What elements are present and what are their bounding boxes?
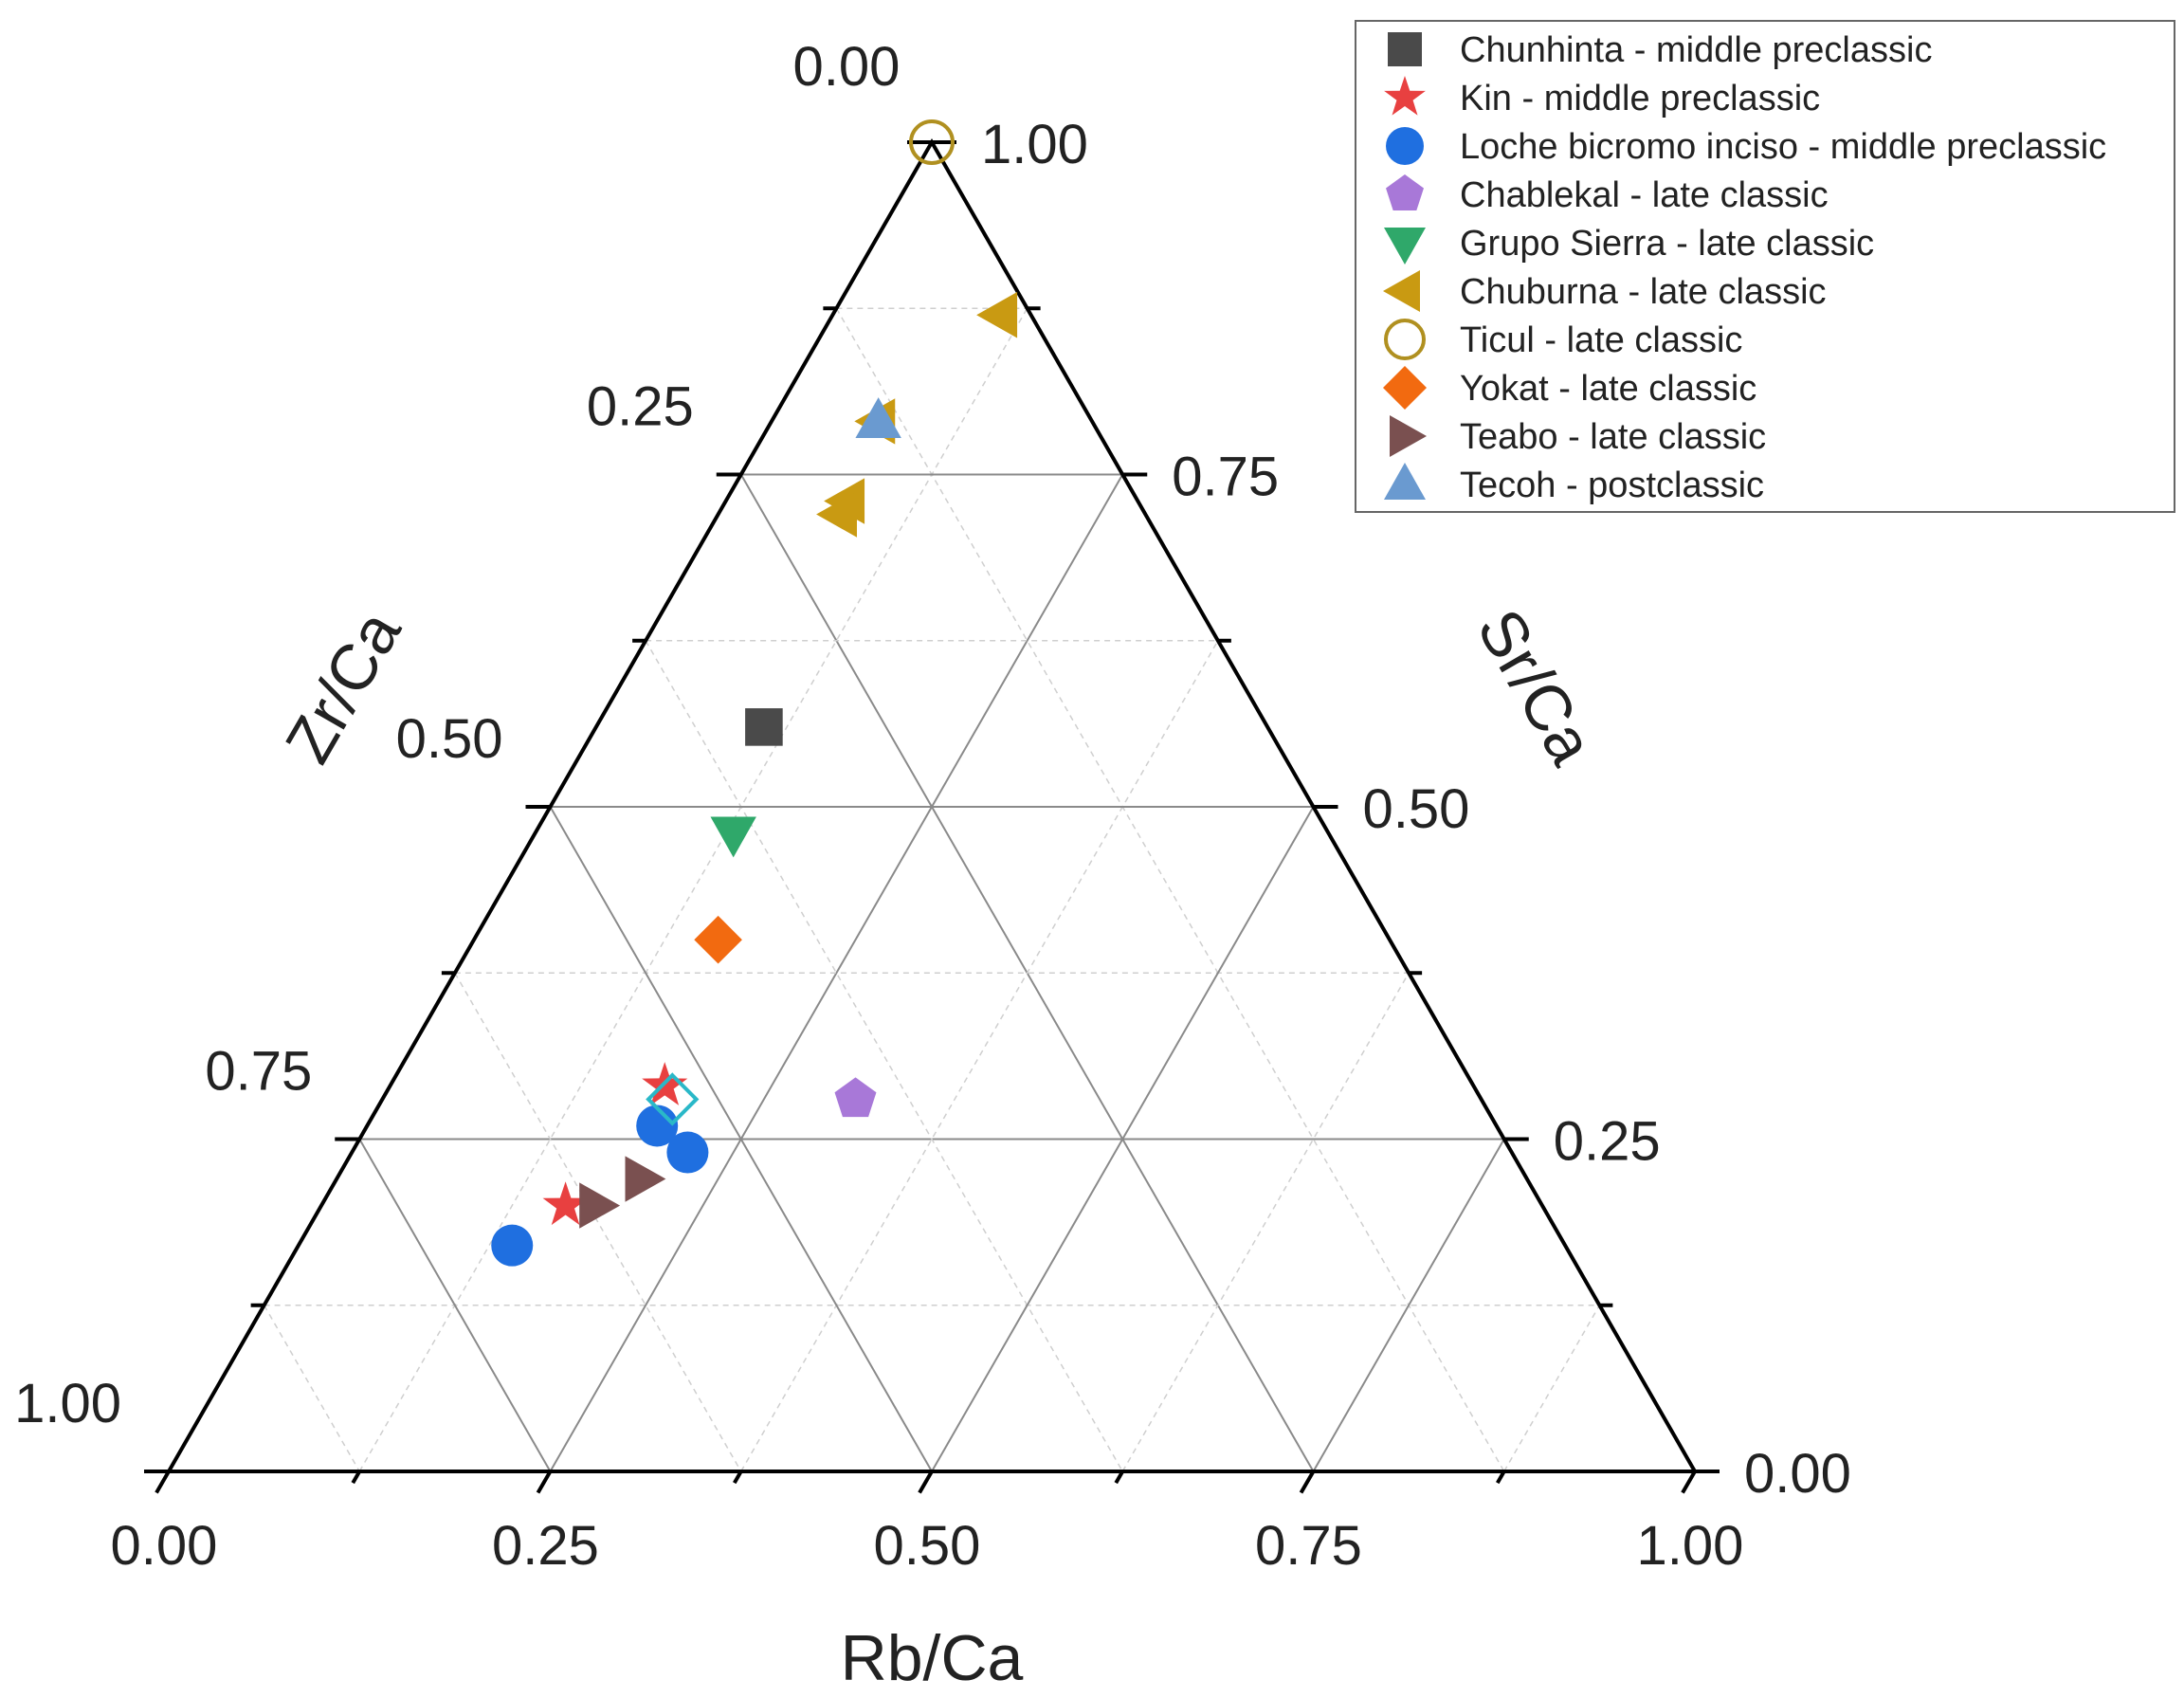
grid-line-zr (358, 1139, 552, 1472)
data-point-series-5-3 (816, 491, 857, 538)
data-point-series-5-0 (976, 292, 1018, 338)
right-tick-label: 0.25 (1554, 1111, 1661, 1173)
legend-marker-3 (1386, 174, 1424, 210)
bottom-axis-tick (1299, 1470, 1316, 1494)
bottom-tick-label: 0.75 (1255, 1515, 1362, 1577)
legend-label: Kin - middle preclassic (1460, 79, 1820, 119)
legend-marker-1 (1384, 76, 1426, 116)
grid-line-rb (1503, 1305, 1601, 1472)
legend-marker-2 (1386, 127, 1424, 165)
bottom-tick-label: 0.00 (111, 1515, 218, 1577)
legend-marker-7 (1383, 366, 1427, 410)
bottom-tick-label: 0.50 (874, 1515, 981, 1577)
right-axis-title: Sr/Ca (1464, 597, 1609, 776)
grid-line-rb (549, 474, 1124, 1472)
grid-line-rb (740, 640, 1219, 1472)
grid-line-rb (1312, 1139, 1505, 1472)
legend-marker-4 (1384, 228, 1426, 265)
bottom-tick-label: 1.00 (1637, 1515, 1744, 1577)
data-point-series-2-1 (666, 1131, 709, 1174)
legend-label: Chablekal - late classic (1460, 175, 1829, 215)
legend-marker-0 (1388, 32, 1422, 66)
data-point-series-7-0 (694, 915, 742, 964)
left-tick-label: 0.50 (396, 708, 503, 770)
bottom-axis-tick (1681, 1470, 1697, 1494)
grid-line-zr (263, 1305, 360, 1472)
data-point-series-8-0 (625, 1156, 666, 1202)
data-point-series-9-0 (855, 397, 901, 439)
legend: Chunhinta - middle preclassic Kin - middl… (1355, 20, 2175, 513)
left-tick-label: 0.25 (587, 376, 694, 438)
grid-line-rb (931, 806, 1315, 1472)
legend-label: Chunhinta - middle preclassic (1460, 30, 1932, 70)
legend-label: Chuburna - late classic (1460, 272, 1827, 312)
grid-line-rb (358, 307, 1028, 1472)
ticks-layer: 0.00 0.25 0.50 0.75 1.000.250.500.751.000.00… (14, 114, 1851, 1577)
grid-line-zr (645, 640, 1123, 1472)
bottom-axis-tick (733, 1470, 743, 1485)
grid-layer (263, 307, 1601, 1472)
bottom-axis-tick (536, 1470, 553, 1494)
legend-label: Teabo - late classic (1460, 417, 1766, 457)
legend-marker-9 (1384, 463, 1426, 500)
legend-label: Loche bicromo inciso - middle preclassic (1460, 127, 2106, 167)
data-point-series-3-0 (834, 1077, 877, 1118)
data-point-series-1-1 (542, 1181, 589, 1226)
left-tick-label: 1.00 (14, 1373, 121, 1434)
legend-label: Grupo Sierra - late classic (1460, 224, 1874, 264)
legend-label: Yokat - late classic (1460, 369, 1756, 409)
data-point-series-2-0 (636, 1105, 679, 1147)
legend-marker-8 (1390, 415, 1427, 457)
grid-line-zr (549, 806, 933, 1472)
data-point-series-6-0 (909, 119, 955, 165)
data-point-series-2-2 (491, 1224, 534, 1267)
legend-label: Ticul - late classic (1460, 320, 1742, 360)
points-layer (491, 119, 1018, 1267)
right-tick-label: 0.75 (1172, 447, 1279, 508)
right-tick-label: 0.00 (1744, 1443, 1851, 1505)
grid-line-rb (1121, 972, 1410, 1472)
legend-box (1355, 20, 2175, 513)
bottom-axis-tick (1496, 1470, 1506, 1485)
legend-marker-5 (1383, 270, 1420, 312)
data-point-series-8-1 (579, 1182, 621, 1229)
grid-line-zr (835, 307, 1505, 1472)
bottom-axis-tick (918, 1470, 934, 1494)
left-axis-title: Zr/Ca (272, 599, 415, 775)
right-tick-label: 1.00 (981, 114, 1088, 175)
bottom-axis-tick (155, 1470, 171, 1494)
bottom-axis-tick (1114, 1470, 1124, 1485)
data-point-series-0-0 (745, 708, 783, 746)
extra-marker-0 (646, 1072, 700, 1126)
bottom-axis-tick (351, 1470, 361, 1485)
right-tick-label: 0.50 (1363, 778, 1470, 840)
bottom-axis-title: Rb/Ca (841, 1622, 1024, 1694)
grid-line-zr (454, 972, 742, 1472)
data-point-series-4-0 (710, 816, 756, 858)
left-tick-label: 0.75 (205, 1041, 312, 1103)
legend-marker-6 (1384, 319, 1426, 360)
bottom-tick-label: 0.25 (492, 1515, 599, 1577)
top-corner-label: 0.00 (793, 36, 901, 98)
legend-label: Tecoh - postclassic (1460, 466, 1764, 505)
